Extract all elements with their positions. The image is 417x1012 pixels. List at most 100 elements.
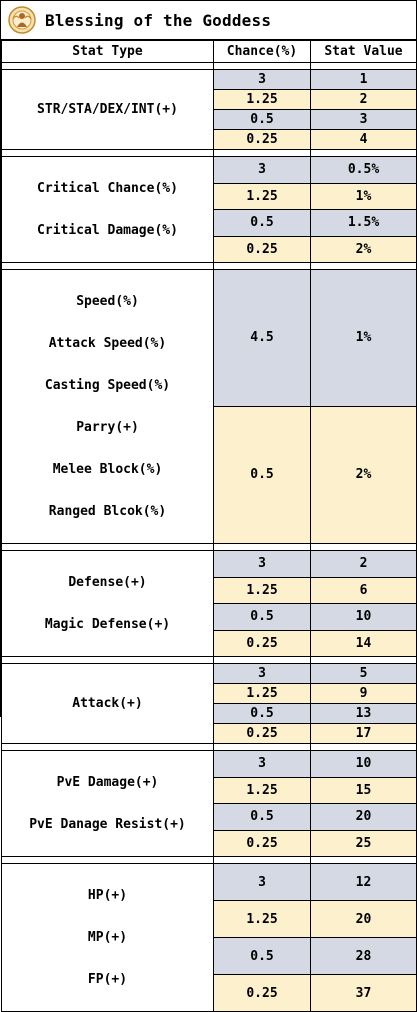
chance-cell: 4.5: [213, 269, 311, 407]
value-cell: 20: [310, 900, 417, 938]
group-spacer: [1, 543, 417, 551]
value-cell: 1%: [310, 182, 417, 210]
chance-cell: 0.25: [213, 129, 311, 150]
chance-cell: 3: [213, 69, 311, 90]
table-row: Attack(+) 3 5: [1, 663, 417, 744]
chance-cell: 0.5: [213, 937, 311, 975]
value-cell: 28: [310, 937, 417, 975]
table-row: Speed(%) Attack Speed(%) Casting Speed(%…: [1, 269, 417, 544]
table-row: 1.25 9: [2, 683, 417, 704]
value-cell: 10: [310, 750, 417, 778]
stat-label: FP(+): [87, 972, 128, 987]
value-cell: 6: [310, 576, 417, 604]
chance-cell: 0.25: [213, 235, 311, 263]
value-cell: 1%: [310, 269, 417, 407]
table-row: Defense(+) Magic Defense(+) 3 2: [1, 550, 417, 657]
group-spacer: [1, 149, 417, 157]
value-cell: 5: [310, 663, 417, 684]
table-row: 1.25 1%: [2, 182, 417, 210]
stat-type-cell: Speed(%) Attack Speed(%) Casting Speed(%…: [1, 269, 214, 544]
group-spacer: [1, 262, 417, 270]
stat-label: Critical Chance(%): [37, 181, 178, 196]
chance-cell: 0.25: [213, 829, 311, 857]
chance-cell: 0.25: [213, 974, 311, 1012]
value-cell: 9: [310, 683, 417, 704]
value-cell: 1: [310, 69, 417, 90]
value-cell: 10: [310, 603, 417, 631]
stat-label: PvE Danage Resist(+): [29, 817, 186, 832]
group-spacer: [1, 743, 417, 751]
stat-label: Melee Block(%): [52, 462, 163, 477]
header-stat-value: Stat Value: [310, 40, 417, 63]
stat-label: PvE Damage(+): [56, 775, 159, 790]
chance-cell: 1.25: [213, 182, 311, 210]
value-cell: 37: [310, 974, 417, 1012]
chance-cell: 3: [213, 550, 311, 578]
chance-cell: 0.5: [213, 703, 311, 724]
chance-cell: 3: [213, 863, 311, 901]
chance-cell: 1.25: [213, 89, 311, 110]
value-cell: 4: [310, 129, 417, 150]
stat-label: Speed(%): [76, 294, 139, 309]
value-cell: 0.5%: [310, 156, 417, 184]
stat-type-cell: HP(+) MP(+) FP(+): [1, 863, 214, 1012]
group-spacer: [1, 656, 417, 664]
value-cell: 15: [310, 776, 417, 804]
header-chance: Chance(%): [213, 40, 311, 63]
group-spacer: [1, 62, 417, 70]
stat-type-cell: STR/STA/DEX/INT(+): [1, 69, 214, 150]
chance-cell: 0.25: [213, 723, 311, 744]
chance-cell: 1.25: [213, 683, 311, 704]
table-row: 0.25 14: [2, 629, 417, 657]
chance-cell: 1.25: [213, 900, 311, 938]
group-spacer: [1, 856, 417, 864]
table-row: 1.25 6: [2, 576, 417, 604]
table-row: 0.25 4: [2, 129, 417, 150]
table-row: 0.25 2%: [2, 235, 417, 263]
stat-label: Attack(+): [72, 696, 143, 711]
value-cell: 2%: [310, 406, 417, 544]
table-row: 1.25 2: [2, 89, 417, 110]
stat-label: Ranged Blcok(%): [48, 504, 167, 519]
chance-cell: 3: [213, 663, 311, 684]
value-cell: 2%: [310, 235, 417, 263]
stat-label: Defense(+): [68, 575, 147, 590]
header-row: Stat Type Chance(%) Stat Value: [1, 40, 417, 63]
chance-cell: 0.5: [213, 109, 311, 130]
title-bar: Blessing of the Goddess: [1, 1, 416, 40]
chance-cell: 1.25: [213, 576, 311, 604]
value-cell: 1.5%: [310, 209, 417, 237]
stat-type-cell: PvE Damage(+) PvE Danage Resist(+): [1, 750, 214, 857]
table-row: HP(+) MP(+) FP(+) 3 12: [1, 863, 417, 1012]
stat-label: HP(+): [87, 888, 128, 903]
table-row: 0.5 2%: [2, 406, 417, 544]
chance-cell: 1.25: [213, 776, 311, 804]
stat-type-cell: Defense(+) Magic Defense(+): [1, 550, 214, 657]
header-stat-type: Stat Type: [1, 40, 214, 63]
stat-label: Attack Speed(%): [48, 336, 167, 351]
value-cell: 14: [310, 629, 417, 657]
goddess-emblem-icon: [8, 6, 36, 34]
value-cell: 2: [310, 550, 417, 578]
chance-cell: 3: [213, 156, 311, 184]
page-title: Blessing of the Goddess: [45, 10, 272, 30]
value-cell: 3: [310, 109, 417, 130]
stat-type-cell: Attack(+): [1, 663, 214, 744]
chance-cell: 0.5: [213, 406, 311, 544]
value-cell: 25: [310, 829, 417, 857]
value-cell: 17: [310, 723, 417, 744]
table-row: STR/STA/DEX/INT(+) 3 1: [1, 69, 417, 150]
stat-label: MP(+): [87, 930, 128, 945]
stat-label: Critical Damage(%): [37, 223, 178, 238]
stats-table: Stat Type Chance(%) Stat Value STR/STA/D…: [1, 40, 417, 1012]
stat-label: Parry(+): [76, 420, 139, 435]
chance-cell: 0.5: [213, 803, 311, 831]
chance-cell: 3: [213, 750, 311, 778]
table-row: 0.5 1.5%: [2, 209, 417, 237]
value-cell: 2: [310, 89, 417, 110]
chance-cell: 0.5: [213, 603, 311, 631]
chance-cell: 0.25: [213, 629, 311, 657]
value-cell: 20: [310, 803, 417, 831]
stat-type-cell: Critical Chance(%) Critical Damage(%): [1, 156, 214, 263]
